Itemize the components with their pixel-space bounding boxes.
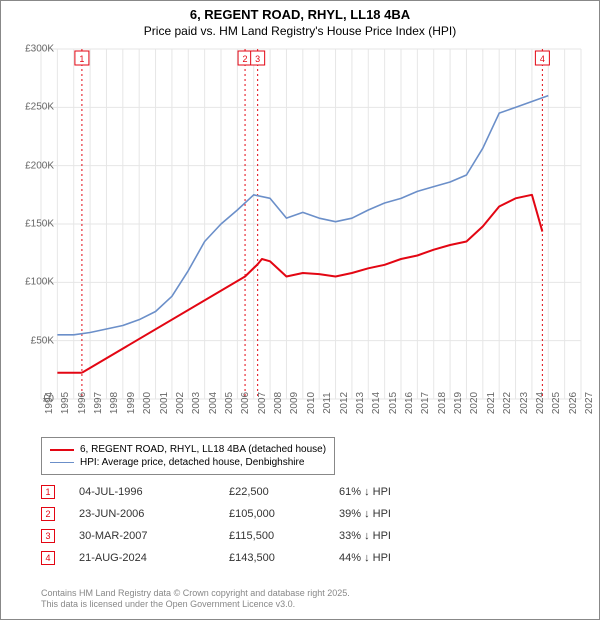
y-tick-label: £100K: [14, 277, 54, 288]
marker-event-row: 4 21-AUG-2024£143,50044% ↓ HPI: [41, 547, 439, 569]
y-tick-label: £200K: [14, 160, 54, 171]
x-tick-label: 2020: [469, 392, 480, 414]
x-tick-label: 2010: [306, 392, 317, 414]
svg-text:3: 3: [255, 54, 260, 64]
x-tick-label: 2006: [240, 392, 251, 414]
marker-diff: 44% ↓ HPI: [339, 552, 439, 564]
x-tick-label: 2001: [159, 392, 170, 414]
x-tick-label: 2007: [257, 392, 268, 414]
x-tick-label: 2011: [322, 392, 333, 414]
x-tick-label: 2024: [535, 392, 546, 414]
marker-event-row: 2 23-JUN-2006£105,00039% ↓ HPI: [41, 503, 439, 525]
y-tick-label: £150K: [14, 219, 54, 230]
x-tick-label: 1994: [44, 392, 55, 414]
x-tick-label: 2005: [224, 392, 235, 414]
marker-price: £115,500: [229, 530, 339, 542]
x-tick-label: 2017: [420, 392, 431, 414]
x-tick-label: 2015: [388, 392, 399, 414]
x-tick-label: 1998: [109, 392, 120, 414]
marker-date: 30-MAR-2007: [79, 530, 229, 542]
legend-label: HPI: Average price, detached house, Denb…: [80, 457, 304, 468]
x-tick-label: 1996: [77, 392, 88, 414]
chart-container: 6, REGENT ROAD, RHYL, LL18 4BA Price pai…: [0, 0, 600, 620]
marker-date: 21-AUG-2024: [79, 552, 229, 564]
svg-text:1: 1: [79, 54, 84, 64]
svg-text:2: 2: [243, 54, 248, 64]
chart-svg: 1 23 4: [41, 49, 581, 399]
legend-label: 6, REGENT ROAD, RHYL, LL18 4BA (detached…: [80, 444, 326, 455]
legend-item: 6, REGENT ROAD, RHYL, LL18 4BA (detached…: [50, 444, 326, 455]
x-tick-label: 2021: [486, 392, 497, 414]
marker-event-table: 1 04-JUL-1996£22,50061% ↓ HPI 2 23-JUN-2006…: [41, 481, 439, 569]
x-tick-label: 2000: [142, 392, 153, 414]
x-tick-label: 2025: [551, 392, 562, 414]
page-title: 6, REGENT ROAD, RHYL, LL18 4BA: [1, 7, 599, 22]
x-tick-label: 1995: [60, 392, 71, 414]
page-subtitle: Price paid vs. HM Land Registry's House …: [1, 24, 599, 38]
marker-diff: 33% ↓ HPI: [339, 530, 439, 542]
y-tick-label: £300K: [14, 44, 54, 55]
marker-number-box: 1: [41, 485, 55, 499]
x-tick-label: 2023: [519, 392, 530, 414]
chart-plot-area: 1 23 4: [41, 49, 581, 399]
legend: 6, REGENT ROAD, RHYL, LL18 4BA (detached…: [41, 437, 335, 475]
marker-price: £105,000: [229, 508, 339, 520]
x-tick-label: 2019: [453, 392, 464, 414]
x-tick-label: 1999: [126, 392, 137, 414]
x-tick-label: 2008: [273, 392, 284, 414]
footer-attribution: Contains HM Land Registry data © Crown c…: [41, 588, 350, 611]
x-tick-label: 2012: [339, 392, 350, 414]
y-tick-label: £250K: [14, 102, 54, 113]
x-tick-label: 2004: [208, 392, 219, 414]
x-tick-label: 2002: [175, 392, 186, 414]
marker-price: £22,500: [229, 486, 339, 498]
x-tick-label: 2027: [584, 392, 595, 414]
marker-date: 23-JUN-2006: [79, 508, 229, 520]
legend-item: HPI: Average price, detached house, Denb…: [50, 457, 326, 468]
marker-event-row: 3 30-MAR-2007£115,50033% ↓ HPI: [41, 525, 439, 547]
x-tick-label: 2009: [289, 392, 300, 414]
x-tick-label: 2018: [437, 392, 448, 414]
marker-date: 04-JUL-1996: [79, 486, 229, 498]
x-tick-label: 1997: [93, 392, 104, 414]
marker-number-box: 2: [41, 507, 55, 521]
svg-text:4: 4: [540, 54, 545, 64]
marker-diff: 61% ↓ HPI: [339, 486, 439, 498]
x-tick-label: 2022: [502, 392, 513, 414]
marker-price: £143,500: [229, 552, 339, 564]
x-tick-label: 2014: [371, 392, 382, 414]
legend-swatch: [50, 449, 74, 451]
x-tick-label: 2016: [404, 392, 415, 414]
marker-number-box: 4: [41, 551, 55, 565]
marker-number-box: 3: [41, 529, 55, 543]
marker-event-row: 1 04-JUL-1996£22,50061% ↓ HPI: [41, 481, 439, 503]
footer-line-1: Contains HM Land Registry data © Crown c…: [41, 588, 350, 600]
legend-swatch: [50, 462, 74, 463]
y-tick-label: £50K: [14, 335, 54, 346]
marker-diff: 39% ↓ HPI: [339, 508, 439, 520]
x-tick-label: 2026: [568, 392, 579, 414]
x-tick-label: 2003: [191, 392, 202, 414]
x-tick-label: 2013: [355, 392, 366, 414]
footer-line-2: This data is licensed under the Open Gov…: [41, 599, 350, 611]
